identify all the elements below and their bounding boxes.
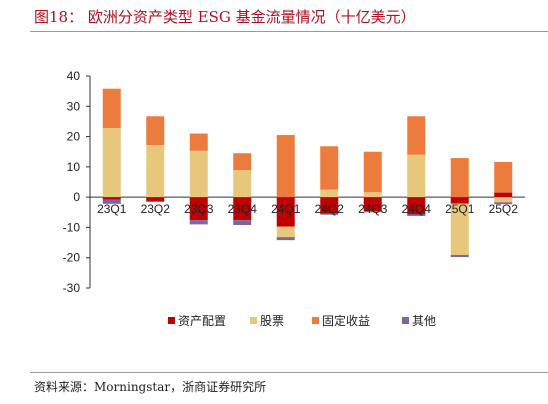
y-tick-label: -30 [63, 281, 81, 295]
x-tick-label: 24Q3 [358, 202, 388, 216]
bar-segment-23Q2-股票 [146, 145, 165, 198]
source-note: 资料来源：Morningstar，浙商证券研究所 [34, 380, 267, 394]
bar-segment-23Q1-资产配置 [102, 197, 121, 200]
bar-segment-23Q2-固定收益 [146, 116, 165, 146]
title-divider [30, 31, 548, 32]
bar-segment-23Q1-固定收益 [102, 88, 121, 129]
bar-segment-23Q4-股票 [233, 170, 252, 198]
y-tick-label: -20 [63, 251, 81, 265]
bar-segment-24Q2-固定收益 [320, 146, 339, 190]
y-tick-label: -10 [63, 220, 81, 234]
x-tick-label: 23Q3 [184, 202, 214, 216]
bar-segment-24Q3-资产配置 [363, 197, 382, 212]
bar-segment-24Q4-其他 [407, 214, 426, 216]
x-tick-label: 25Q1 [445, 202, 475, 216]
bar-segment-25Q2-资产配置 [494, 192, 513, 198]
bar-segment-23Q3-固定收益 [189, 133, 208, 151]
legend-label: 固定收益 [322, 313, 370, 328]
x-tick-label: 23Q4 [228, 202, 258, 216]
labels-layer: 23Q1 23Q2 23Q3 23Q4 24Q1 24Q2 24Q3 24Q4 25Q1 25Q2 [97, 202, 518, 216]
x-tick-label: 25Q2 [489, 202, 519, 216]
bar-segment-24Q3-股票 [363, 192, 382, 198]
y-tick-label: 10 [67, 160, 81, 174]
bar-segment-25Q2-股票 [494, 197, 513, 203]
bar-segment-24Q2-资产配置 [320, 197, 339, 214]
bar-segment-24Q4-股票 [407, 154, 426, 198]
y-tick-label: 0 [73, 190, 80, 204]
bars-layer [102, 88, 513, 258]
bar-segment-24Q4-固定收益 [407, 116, 426, 155]
bar-segment-24Q2-股票 [320, 189, 339, 198]
bar-segment-24Q1-其他 [276, 237, 295, 241]
source-divider [30, 372, 548, 373]
chart-title: 图18： 欧洲分资产类型 ESG 基金流量情况（十亿美元） [34, 8, 416, 26]
bar-segment-25Q1-股票 [450, 203, 469, 255]
bar-segment-24Q1-股票 [276, 226, 295, 238]
bar-segment-23Q3-股票 [189, 150, 208, 198]
bar-segment-24Q3-其他 [363, 211, 382, 213]
bar-segment-24Q3-固定收益 [363, 151, 382, 193]
bar-segment-23Q4-资产配置 [233, 197, 252, 221]
x-tick-label: 24Q1 [271, 202, 301, 216]
x-tick-label: 24Q4 [402, 202, 432, 216]
x-tick-label: 24Q2 [315, 202, 345, 216]
legend-swatch [250, 317, 257, 324]
bar-segment-23Q3-其他 [189, 220, 208, 225]
bar-segment-25Q2-固定收益 [494, 162, 513, 193]
bar-segment-23Q4-固定收益 [233, 153, 252, 171]
bar-segment-23Q2-资产配置 [146, 197, 165, 202]
bar-segment-24Q2-其他 [320, 213, 339, 215]
legend-swatch [402, 317, 409, 324]
bar-segment-23Q2-其他 [146, 201, 165, 202]
bar-segment-25Q1-固定收益 [450, 158, 469, 198]
bar-segment-23Q1-其他 [102, 199, 121, 204]
legend-label: 其他 [412, 314, 436, 328]
y-tick-label: 40 [67, 69, 81, 83]
legend-swatch [168, 317, 175, 324]
bar-segment-25Q1-其他 [450, 254, 469, 258]
bar-segment-24Q1-固定收益 [276, 135, 295, 198]
bar-segment-24Q4-资产配置 [407, 197, 426, 215]
bar-segment-23Q4-其他 [233, 220, 252, 226]
x-tick-label: 23Q2 [141, 202, 171, 216]
bar-segment-23Q3-资产配置 [189, 197, 208, 221]
bar-segment-24Q1-资产配置 [276, 197, 295, 227]
legend-label: 资产配置 [178, 314, 226, 328]
y-tick-label: 30 [67, 99, 81, 113]
legend: 资产配置 股票 固定收益 其他 [168, 313, 436, 328]
x-tick-label: 23Q1 [97, 202, 127, 216]
y-tick-label: 20 [67, 130, 81, 144]
legend-label: 股票 [260, 314, 284, 328]
bar-segment-25Q1-资产配置 [450, 197, 469, 204]
bar-segment-23Q1-股票 [102, 128, 121, 198]
legend-swatch [312, 317, 319, 324]
bar-segment-25Q2-其他 [494, 202, 513, 205]
